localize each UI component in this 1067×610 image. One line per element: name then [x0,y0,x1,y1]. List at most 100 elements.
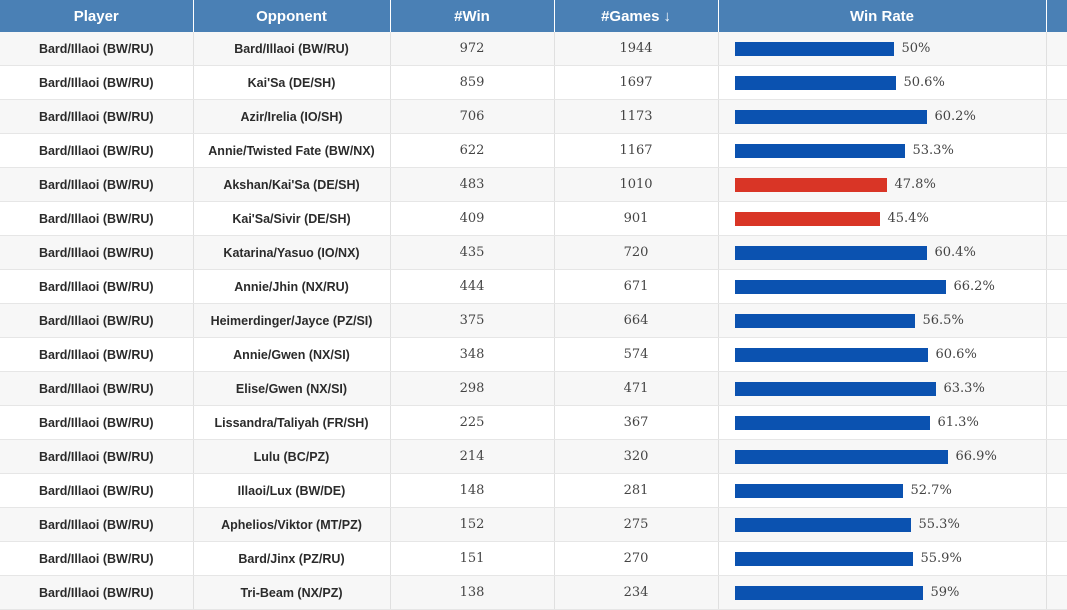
opponent-cell: Kai'Sa (DE/SH) [193,65,391,100]
win-rate-bar-wrap: 60.6% [719,338,1046,371]
win-rate-bar-wrap: 60.2% [719,100,1046,133]
table-row: Bard/Illaoi (BW/RU) Kai'Sa/Sivir (DE/SH) 4… [0,201,1067,236]
column-header-win-rate[interactable]: Win Rate [718,0,1047,32]
win-count-cell: 435 [390,235,555,270]
win-rate-label: 50% [901,41,931,56]
row-spacer-cell [1046,201,1067,236]
win-rate-label: 55.3% [918,517,960,532]
opponent-cell: Aphelios/Viktor (MT/PZ) [193,507,391,542]
win-rate-bar [734,41,894,56]
win-rate-cell: 53.3% [718,133,1047,168]
opponent-cell: Bard/Illaoi (BW/RU) [193,32,391,66]
win-rate-bar [734,211,880,226]
win-rate-label: 56.5% [922,313,964,328]
win-count-cell: 298 [390,371,555,406]
win-count-cell: 214 [390,439,555,474]
opponent-cell: Azir/Irelia (IO/SH) [193,99,391,134]
opponent-cell: Elise/Gwen (NX/SI) [193,371,391,406]
win-rate-label: 66.2% [953,279,995,294]
games-count-cell: 1944 [554,32,719,66]
games-count-cell: 901 [554,201,719,236]
player-cell: Bard/Illaoi (BW/RU) [0,473,194,508]
table-row: Bard/Illaoi (BW/RU) Azir/Irelia (IO/SH) 70… [0,99,1067,134]
win-rate-bar [734,517,911,532]
player-cell: Bard/Illaoi (BW/RU) [0,235,194,270]
table-row: Bard/Illaoi (BW/RU) Annie/Gwen (NX/SI) 348… [0,337,1067,372]
opponent-cell: Annie/Gwen (NX/SI) [193,337,391,372]
win-rate-bar-wrap: 50.6% [719,66,1046,99]
win-rate-cell: 56.5% [718,303,1047,338]
player-cell: Bard/Illaoi (BW/RU) [0,32,194,66]
win-count-cell: 375 [390,303,555,338]
table-header: Player Opponent #Win #Games ↓ Win Rate [0,0,1067,32]
win-rate-bar-wrap: 45.4% [719,202,1046,235]
column-header-games[interactable]: #Games ↓ [554,0,719,32]
opponent-cell: Annie/Jhin (NX/RU) [193,269,391,304]
opponent-cell: Illaoi/Lux (BW/DE) [193,473,391,508]
win-count-cell: 483 [390,167,555,202]
win-rate-cell: 45.4% [718,201,1047,236]
win-rate-cell: 63.3% [718,371,1047,406]
player-cell: Bard/Illaoi (BW/RU) [0,337,194,372]
row-spacer-cell [1046,439,1067,474]
table-row: Bard/Illaoi (BW/RU) Katarina/Yasuo (IO/NX… [0,235,1067,270]
table-row: Bard/Illaoi (BW/RU) Akshan/Kai'Sa (DE/SH)… [0,167,1067,202]
table-row: Bard/Illaoi (BW/RU) Lulu (BC/PZ) 214 320 66.… [0,439,1067,474]
win-rate-bar [734,279,946,294]
win-count-cell: 706 [390,99,555,134]
win-rate-bar [734,109,927,124]
win-rate-cell: 60.2% [718,99,1047,134]
win-rate-label: 63.3% [943,381,985,396]
win-count-cell: 348 [390,337,555,372]
player-cell: Bard/Illaoi (BW/RU) [0,167,194,202]
win-rate-bar-wrap: 55.9% [719,542,1046,575]
win-rate-bar-wrap: 50% [719,32,1046,65]
win-rate-label: 61.3% [937,415,979,430]
win-rate-bar-wrap: 47.8% [719,168,1046,201]
player-cell: Bard/Illaoi (BW/RU) [0,99,194,134]
win-rate-label: 60.4% [934,245,976,260]
win-count-cell: 859 [390,65,555,100]
games-count-cell: 720 [554,235,719,270]
table-row: Bard/Illaoi (BW/RU) Elise/Gwen (NX/SI) 298… [0,371,1067,406]
player-cell: Bard/Illaoi (BW/RU) [0,201,194,236]
win-rate-bar-wrap: 53.3% [719,134,1046,167]
win-rate-label: 45.4% [887,211,929,226]
table-row: Bard/Illaoi (BW/RU) Tri-Beam (NX/PZ) 138 23… [0,575,1067,610]
player-cell: Bard/Illaoi (BW/RU) [0,65,194,100]
row-spacer-cell [1046,32,1067,66]
player-cell: Bard/Illaoi (BW/RU) [0,575,194,610]
win-rate-bar [734,381,936,396]
win-count-cell: 409 [390,201,555,236]
column-header-opponent[interactable]: Opponent [193,0,391,32]
column-header-games-label: #Games [601,7,660,25]
win-rate-bar [734,449,948,464]
column-header-player[interactable]: Player [0,0,194,32]
win-rate-bar [734,483,903,498]
games-count-cell: 1173 [554,99,719,134]
row-spacer-cell [1046,235,1067,270]
table-row: Bard/Illaoi (BW/RU) Aphelios/Viktor (MT/P… [0,507,1067,542]
win-count-cell: 138 [390,575,555,610]
column-header-win-label: #Win [454,7,490,25]
games-count-cell: 574 [554,337,719,372]
win-rate-bar-wrap: 66.9% [719,440,1046,473]
opponent-cell: Tri-Beam (NX/PZ) [193,575,391,610]
row-spacer-cell [1046,405,1067,440]
win-rate-bar [734,143,905,158]
table-row: Bard/Illaoi (BW/RU) Annie/Twisted Fate (B… [0,133,1067,168]
games-count-cell: 664 [554,303,719,338]
column-header-win[interactable]: #Win [390,0,555,32]
win-rate-bar-wrap: 52.7% [719,474,1046,507]
table-row: Bard/Illaoi (BW/RU) Illaoi/Lux (BW/DE) 148… [0,473,1067,508]
games-count-cell: 281 [554,473,719,508]
win-count-cell: 151 [390,541,555,576]
player-cell: Bard/Illaoi (BW/RU) [0,303,194,338]
win-count-cell: 152 [390,507,555,542]
player-cell: Bard/Illaoi (BW/RU) [0,405,194,440]
games-count-cell: 234 [554,575,719,610]
win-rate-cell: 52.7% [718,473,1047,508]
opponent-cell: Lissandra/Taliyah (FR/SH) [193,405,391,440]
win-rate-label: 53.3% [912,143,954,158]
games-count-cell: 275 [554,507,719,542]
